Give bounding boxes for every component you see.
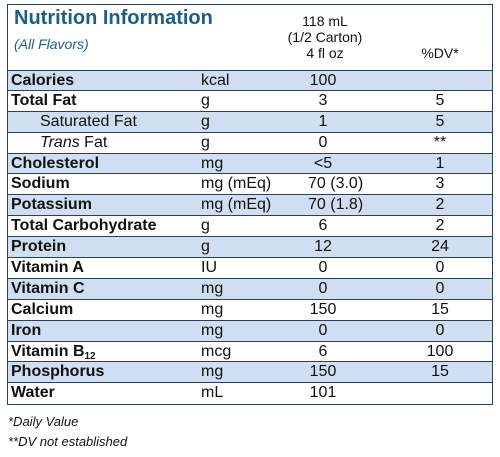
nutrient-table: Calories kcal 100 Total Fat g 3 5 Satura… xyxy=(8,70,492,404)
nutrient-row-protein: Protein g 12 24 xyxy=(8,237,492,259)
serving-size-header: 118 mL (1/2 Carton) 4 fl oz xyxy=(270,13,380,61)
nutrient-name-italic: Trans xyxy=(40,133,80,151)
nutrient-unit: mcg xyxy=(201,342,232,360)
nutrient-name: Calcium xyxy=(11,300,74,318)
panel-title: Nutrition Information xyxy=(14,7,213,29)
nutrient-unit: mg (mEq) xyxy=(201,175,272,193)
nutrient-amount: 0 xyxy=(318,133,328,151)
nutrient-amount: 0 xyxy=(318,259,328,277)
nutrient-unit: kcal xyxy=(201,72,230,89)
nutrient-row-calories: Calories kcal 100 xyxy=(8,70,492,91)
nutrient-dv: 5 xyxy=(435,112,445,130)
nutrient-unit: g xyxy=(201,91,210,109)
nutrient-amount: 6 xyxy=(318,217,328,235)
nutrient-unit: mg xyxy=(201,300,224,318)
nutrient-row-vitamin-b12: Vitamin B12 mcg 6 100 xyxy=(8,342,492,363)
nutrient-amount: 0 xyxy=(318,279,328,297)
nutrient-name-rest: Fat xyxy=(79,133,108,151)
nutrient-dv: ** xyxy=(433,133,447,151)
nutrient-dv: 0 xyxy=(435,259,445,277)
nutrient-amount: <5 xyxy=(313,154,333,172)
nutrient-dv: 1 xyxy=(435,154,445,172)
serving-portion: (1/2 Carton) xyxy=(287,29,363,45)
nutrient-name: Vitamin A xyxy=(11,259,84,277)
nutrient-unit: g xyxy=(201,238,210,256)
nutrient-dv: 5 xyxy=(435,91,445,109)
nutrient-row-sodium: Sodium mg (mEq) 70 (3.0) 3 xyxy=(8,174,492,196)
nutrient-amount: 1 xyxy=(318,112,328,130)
nutrient-row-cholesterol: Cholesterol mg <5 1 xyxy=(8,153,492,175)
nutrient-name: Total Carbohydrate xyxy=(11,217,157,235)
nutrient-row-vitamin-a: Vitamin A IU 0 0 xyxy=(8,258,492,279)
nutrient-unit: mL xyxy=(201,384,224,402)
nutrient-unit: g xyxy=(201,217,210,235)
nutrition-panel: Nutrition Information (All Flavors) 118 … xyxy=(7,4,493,405)
nutrient-name-subscript: 12 xyxy=(84,350,96,362)
nutrient-row-vitamin-c: Vitamin C mg 0 0 xyxy=(8,278,492,300)
nutrient-name: Calories xyxy=(11,72,75,89)
nutrient-name: Cholesterol xyxy=(11,154,100,172)
nutrient-name: Iron xyxy=(11,321,42,339)
nutrient-amount: 150 xyxy=(309,300,337,318)
nutrient-row-calcium: Calcium mg 150 15 xyxy=(8,300,492,321)
nutrient-row-trans-fat: Trans Fat g 0 ** xyxy=(8,133,492,154)
nutrient-amount: 150 xyxy=(309,363,337,381)
nutrient-dv: 2 xyxy=(435,217,445,235)
nutrient-name: Protein xyxy=(11,238,67,256)
nutrient-unit: mg xyxy=(201,321,224,339)
footnote-daily-value: *Daily Value xyxy=(8,414,79,429)
nutrient-name: Trans Fat xyxy=(40,133,107,153)
nutrient-name: Vitamin B12 xyxy=(11,342,96,367)
nutrient-name: Potassium xyxy=(11,196,92,214)
serving-volume: 118 mL xyxy=(302,13,348,29)
nutrient-unit: mg xyxy=(201,154,224,172)
nutrient-row-total-carbohydrate: Total Carbohydrate g 6 2 xyxy=(8,216,492,238)
nutrient-row-potassium: Potassium mg (mEq) 70 (1.8) 2 xyxy=(8,195,492,217)
nutrient-amount: 6 xyxy=(318,342,328,360)
nutrient-dv: 15 xyxy=(431,363,449,381)
nutrient-name: Vitamin C xyxy=(11,279,85,297)
nutrient-unit: mg (mEq) xyxy=(201,196,272,214)
nutrient-amount: 101 xyxy=(309,384,337,402)
nutrient-amount: 70 (3.0) xyxy=(308,175,364,193)
nutrient-row-saturated-fat: Saturated Fat g 1 5 xyxy=(8,111,492,133)
nutrient-row-iron: Iron mg 0 0 xyxy=(8,320,492,342)
nutrient-dv: 3 xyxy=(435,175,445,193)
nutrient-dv: 2 xyxy=(435,196,445,214)
nutrient-unit: g xyxy=(201,133,210,151)
daily-value-header: %DV* xyxy=(421,45,459,61)
footnote-dv-not-established: **DV not established xyxy=(8,434,128,449)
nutrient-unit: IU xyxy=(201,259,217,277)
panel-subtitle: (All Flavors) xyxy=(14,36,89,52)
nutrient-row-water: Water mL 101 xyxy=(8,383,492,404)
nutrient-unit: mg xyxy=(201,363,224,381)
nutrient-name: Sodium xyxy=(11,175,70,193)
nutrient-amount: 70 (1.8) xyxy=(308,196,364,214)
nutrient-row-total-fat: Total Fat g 3 5 xyxy=(8,91,492,112)
serving-fluid-ounces: 4 fl oz xyxy=(306,45,344,61)
nutrient-amount: 100 xyxy=(309,72,337,89)
nutrient-row-phosphorus: Phosphorus mg 150 15 xyxy=(8,362,492,384)
nutrient-amount: 3 xyxy=(318,91,328,109)
nutrient-unit: mg xyxy=(201,279,224,297)
nutrient-dv: 0 xyxy=(435,321,445,339)
nutrient-unit: g xyxy=(201,112,210,130)
nutrient-dv: 0 xyxy=(435,279,445,297)
nutrient-name: Saturated Fat xyxy=(40,112,137,130)
nutrient-name: Total Fat xyxy=(11,91,77,109)
nutrient-dv: 15 xyxy=(431,300,449,318)
nutrient-amount: 0 xyxy=(318,321,328,339)
nutrient-dv: 100 xyxy=(426,342,454,360)
nutrient-amount: 12 xyxy=(314,238,332,256)
nutrient-name: Water xyxy=(11,384,55,402)
nutrient-dv: 24 xyxy=(431,238,449,256)
nutrient-name: Phosphorus xyxy=(11,363,105,381)
nutrient-name-base: Vitamin B xyxy=(11,342,85,360)
